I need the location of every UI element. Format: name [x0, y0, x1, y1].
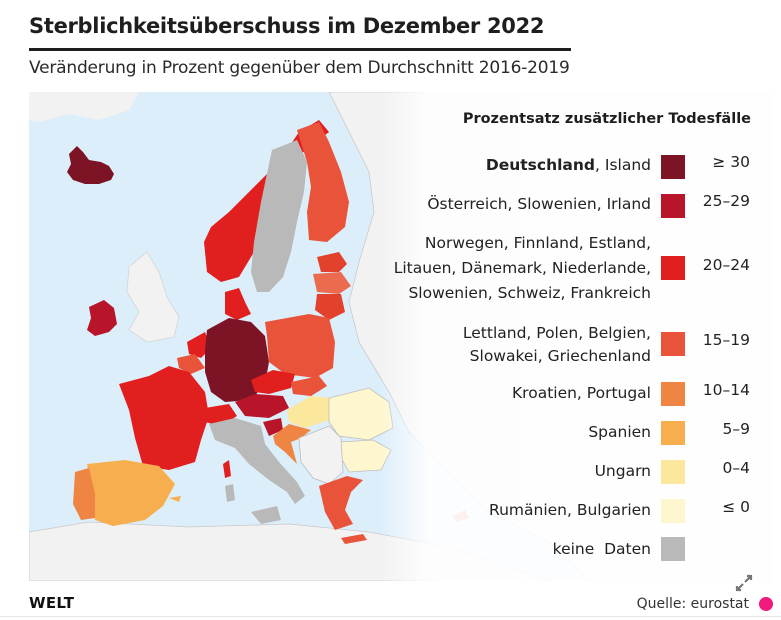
sardinia-shape: [225, 484, 235, 502]
balkans-land: [298, 425, 344, 485]
estonia-shape: [317, 252, 347, 272]
legend-label-20-24-line1: Norwegen, Finnland, Estland,: [424, 234, 651, 252]
poland-shape: [265, 314, 335, 378]
legend-range-30plus: ≥ 30: [712, 153, 750, 171]
latvia-shape: [313, 272, 351, 294]
legend-swatch-0-4: [661, 460, 685, 484]
denmark-shape: [225, 288, 251, 320]
ireland-shape: [87, 300, 117, 336]
legend-title: Prozentsatz zusätzlicher Todesfälle: [462, 111, 751, 127]
title-divider: [29, 48, 571, 51]
iceland-shape: [67, 146, 114, 184]
welt-logo: WELT: [29, 594, 75, 612]
sweden-shape: [251, 140, 307, 292]
legend-range-0-4: 0–4: [722, 459, 750, 477]
spain-shape: [87, 460, 175, 526]
legend-swatch-nodata: [661, 537, 685, 561]
sicily-shape: [251, 506, 281, 524]
greenland-shape: [29, 92, 139, 122]
crete-shape: [341, 534, 367, 544]
legend-swatch-le0: [661, 499, 685, 523]
bottom-divider: [0, 616, 781, 617]
portugal-shape: [73, 468, 95, 520]
legend-range-5-9: 5–9: [722, 420, 750, 438]
legend-range-20-24: 20–24: [702, 256, 750, 274]
chart-subtitle: Veränderung in Prozent gegenüber dem Dur…: [29, 58, 570, 78]
uk-shape: [126, 251, 180, 343]
legend-label-30plus: Deutschland, Island: [486, 153, 651, 177]
legend-label-25-29: Österreich, Slowenien, Irland: [427, 195, 651, 213]
croatia-shape: [273, 424, 311, 464]
legend-label-0-4: Ungarn: [594, 462, 651, 480]
legend-label-bold: Deutschland: [485, 156, 596, 174]
legend-range-15-19: 15–19: [702, 331, 750, 349]
legend-label-nodata: keine Daten: [552, 540, 651, 558]
czechia-shape: [251, 370, 295, 394]
legend-swatch-10-14: [661, 382, 685, 406]
belgium-shape: [177, 354, 205, 374]
greece-shape: [319, 476, 363, 530]
legend-label-10-14: Kroatien, Portugal: [512, 384, 651, 402]
austria-shape: [235, 394, 289, 418]
hungary-shape: [287, 396, 333, 428]
france-shape: [119, 366, 209, 470]
balearic-shape: [169, 496, 181, 502]
chart-title: Sterblichkeitsüberschuss im Dezember 202…: [29, 14, 545, 38]
italy-shape: [209, 418, 305, 504]
legend-swatch-20-24: [661, 256, 685, 280]
accent-dot: [759, 597, 773, 611]
legend-label-15-19-line2: Slowakei, Griechenland: [469, 347, 651, 365]
legend-label-20-24-line3: Slowenien, Schweiz, Frankreich: [408, 284, 651, 302]
legend-label-15-19-line1: Lettland, Polen, Belgien,: [462, 324, 651, 342]
slovakia-shape: [291, 376, 327, 396]
legend-range-10-14: 10–14: [702, 381, 750, 399]
lithuania-shape: [315, 294, 345, 320]
slovenia-shape: [263, 418, 283, 436]
legend-swatch-25-29: [661, 194, 685, 218]
source-label: Quelle: eurostat: [636, 596, 749, 612]
legend-label-5-9: Spanien: [588, 423, 651, 441]
legend-swatch-30plus: [661, 155, 685, 179]
legend-range-le0: ≤ 0: [722, 498, 750, 516]
legend-panel: [380, 92, 771, 581]
finland-shape: [297, 122, 349, 242]
corsica-shape: [223, 460, 231, 478]
legend-label-20-24-line2: Litauen, Dänemark, Niederlande,: [393, 259, 651, 277]
legend-range-25-29: 25–29: [702, 192, 750, 210]
legend-swatch-15-19: [661, 332, 685, 356]
legend-swatch-5-9: [661, 421, 685, 445]
legend-label-rest: , Island: [595, 156, 651, 174]
expand-icon[interactable]: [734, 573, 754, 593]
legend-label-le0: Rumänien, Bulgarien: [489, 501, 651, 519]
